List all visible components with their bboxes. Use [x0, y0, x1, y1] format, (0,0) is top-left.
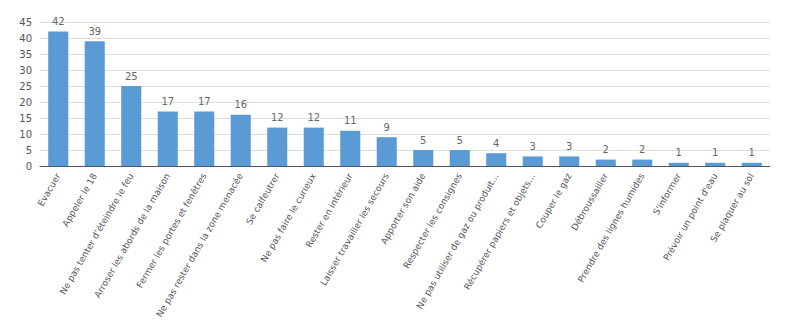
svg-text:S'informer: S'informer — [651, 171, 683, 217]
svg-text:45: 45 — [19, 17, 32, 28]
svg-text:16: 16 — [234, 99, 247, 110]
svg-text:10: 10 — [19, 129, 32, 140]
svg-text:2: 2 — [639, 144, 645, 155]
svg-text:Laisser travailler les secours: Laisser travailler les secours — [318, 171, 391, 287]
svg-text:3: 3 — [530, 141, 536, 152]
svg-text:Ne pas faire le curieux: Ne pas faire le curieux — [259, 171, 319, 264]
svg-text:Fermer les portes et fenêtres: Fermer les portes et fenêtres — [135, 171, 209, 289]
svg-text:30: 30 — [19, 65, 32, 76]
svg-text:12: 12 — [271, 112, 284, 123]
svg-text:Se calfeutrer: Se calfeutrer — [244, 171, 282, 226]
svg-text:5: 5 — [420, 135, 426, 146]
svg-text:39: 39 — [88, 26, 101, 37]
svg-text:17: 17 — [198, 96, 211, 107]
svg-text:5: 5 — [26, 145, 32, 156]
svg-text:12: 12 — [307, 112, 320, 123]
svg-text:Rester en intérieur: Rester en intérieur — [303, 171, 355, 250]
svg-text:Ne pas rester dans la zone men: Ne pas rester dans la zone menacée — [154, 171, 245, 319]
svg-text:Se plaquer au sol: Se plaquer au sol — [708, 171, 756, 244]
svg-text:Arroser les abords de la maiso: Arroser les abords de la maison — [92, 171, 172, 299]
svg-text:15: 15 — [19, 113, 32, 124]
svg-text:Récupérer papiers et objets...: Récupérer papiers et objets... — [462, 171, 537, 291]
svg-text:1: 1 — [749, 147, 755, 158]
svg-text:Evacuer: Evacuer — [36, 171, 63, 208]
svg-text:1: 1 — [712, 147, 718, 158]
svg-text:4: 4 — [493, 138, 499, 149]
svg-text:25: 25 — [19, 81, 32, 92]
svg-text:1: 1 — [676, 147, 682, 158]
svg-text:Appeler le 18: Appeler le 18 — [60, 171, 99, 228]
svg-text:Débroussailler: Débroussailler — [569, 171, 610, 232]
svg-text:25: 25 — [125, 71, 138, 82]
svg-text:17: 17 — [161, 96, 174, 107]
svg-text:5: 5 — [457, 135, 463, 146]
svg-text:40: 40 — [19, 33, 32, 44]
svg-text:42: 42 — [52, 16, 65, 27]
svg-text:Couper le gaz: Couper le gaz — [534, 171, 574, 230]
svg-text:Prévoir un point d'eau: Prévoir un point d'eau — [661, 171, 719, 262]
svg-text:Apporter son aide: Apporter son aide — [378, 171, 428, 247]
svg-text:0: 0 — [26, 161, 32, 172]
svg-text:20: 20 — [19, 97, 32, 108]
svg-text:2: 2 — [603, 144, 609, 155]
svg-text:3: 3 — [566, 141, 572, 152]
svg-text:11: 11 — [344, 115, 357, 126]
svg-text:Prendre des lignes humides: Prendre des lignes humides — [576, 171, 647, 284]
svg-text:Respecter les consignes: Respecter les consignes — [401, 171, 465, 271]
svg-text:Ne pas utiliser de gaz ou prod: Ne pas utiliser de gaz ou produit... — [414, 171, 501, 311]
svg-text:Ne pas tenter d’éteindre le fe: Ne pas tenter d’éteindre le feu — [58, 171, 136, 296]
svg-text:9: 9 — [384, 122, 390, 133]
svg-text:35: 35 — [19, 49, 32, 60]
